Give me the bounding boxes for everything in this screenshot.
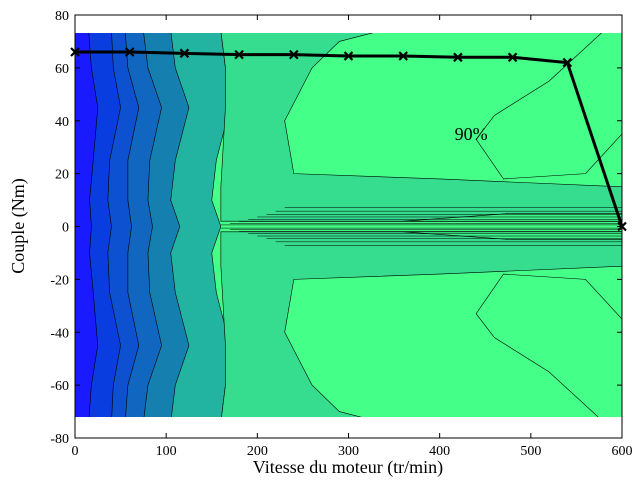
y-tick-label: -20 (50, 273, 69, 288)
y-axis-title: Couple (Nm) (8, 178, 29, 273)
series-marker-9 (562, 57, 573, 68)
x-axis-ticks: 0 100 200 300 400 500 600 (72, 15, 633, 459)
x-tick-label: 300 (338, 444, 359, 459)
series-marker-3 (234, 49, 244, 60)
y-tick-label: -60 (50, 379, 69, 394)
x-tick-label: 500 (520, 444, 541, 459)
series-marker-1 (124, 47, 135, 57)
series-marker-6 (398, 51, 408, 61)
annotation-90pct: 90% (455, 124, 488, 144)
series-marker-5 (343, 51, 354, 61)
series-marker-4 (289, 49, 299, 60)
contour-band-layer (220, 33, 622, 417)
x-tick-label: 0 (72, 444, 79, 459)
x-tick-label: 600 (612, 444, 633, 459)
y-tick-label: 40 (55, 115, 69, 130)
contour-region-0 (75, 33, 99, 417)
series-marker-8 (507, 52, 518, 63)
series-marker-2 (179, 48, 190, 59)
contour-region-lower-level-8 (220, 231, 622, 417)
y-axis-ticks: -80 -60 -40 -20 0 20 40 60 80 (50, 9, 622, 447)
contour-line-layer (220, 33, 622, 417)
y-tick-label: -80 (50, 432, 69, 447)
x-tick-label: 200 (247, 444, 268, 459)
y-tick-label: 60 (55, 62, 69, 77)
series-marker-7 (453, 52, 463, 63)
contour-90pct-lower (475, 273, 622, 417)
x-tick-label: 400 (429, 444, 450, 459)
y-tick-label: 0 (62, 221, 69, 236)
contour-fill-layer (75, 33, 622, 417)
contour-90pct-upper (475, 33, 622, 180)
y-tick-label: 80 (55, 9, 69, 24)
x-axis-title: Vitesse du moteur (tr/min) (253, 457, 443, 478)
series-marker-0 (70, 47, 80, 57)
x-tick-label: 100 (156, 444, 177, 459)
series-layer (70, 47, 627, 232)
y-tick-label: 20 (55, 168, 69, 183)
y-tick-label: -40 (50, 326, 69, 341)
series-marker-10 (617, 221, 627, 232)
